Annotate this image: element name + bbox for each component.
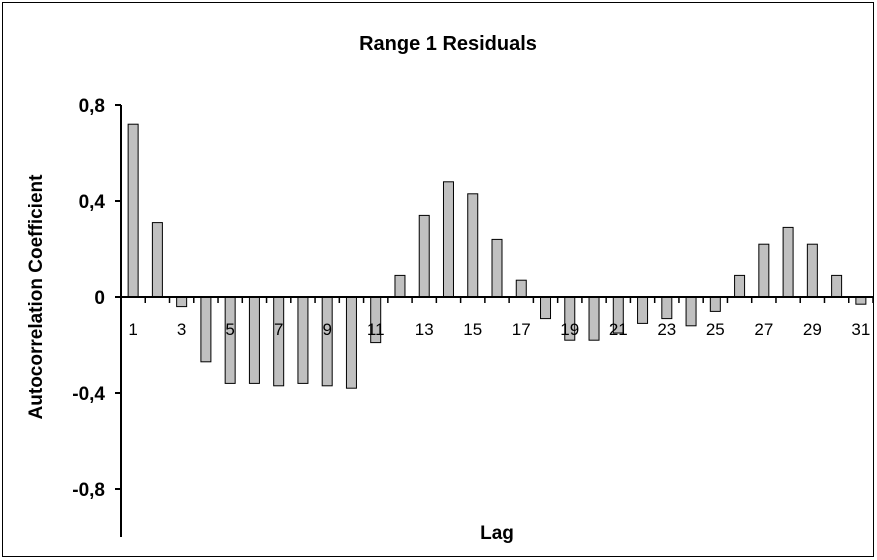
x-tick-label: 19 [560,320,579,339]
bar-lag-9 [321,296,333,387]
bar-lag-4 [200,296,212,363]
x-tick-label: 25 [706,320,725,339]
bar-lag-2 [151,222,163,298]
bar-lag-28 [782,226,794,298]
bar-lag-31 [855,296,867,305]
bar-lag-1 [127,123,139,298]
bar-lag-25 [709,296,721,312]
bar-lag-8 [297,296,309,384]
x-tick-label: 15 [463,320,482,339]
x-tick-label: 9 [322,320,331,339]
y-tick-label: 0,8 [79,96,105,117]
bar-lag-18 [540,296,552,320]
bar-lag-23 [661,296,673,320]
y-tick-label: 0,4 [79,192,106,213]
x-tick-label: 11 [367,320,385,339]
bar-lag-24 [685,296,697,327]
x-tick-label: 23 [657,320,676,339]
bar-lag-29 [806,243,818,298]
x-tick-label: 3 [177,320,186,339]
bar-lag-16 [491,238,503,298]
x-tick-label: 27 [754,320,773,339]
bar-lag-26 [734,274,746,298]
chart-title: Range 1 Residuals [359,33,537,55]
bar-lag-27 [758,243,770,298]
x-tick-label: 5 [225,320,234,339]
bar-lag-6 [248,296,260,384]
x-tick-label: 21 [609,320,628,339]
x-tick-label: 13 [415,320,434,339]
x-tick-label: 31 [851,320,870,339]
bar-lag-7 [273,296,285,387]
y-axis-title: Autocorrelation Coefficient [26,174,47,420]
x-tick-label: 7 [274,320,283,339]
bar-lag-10 [345,296,357,389]
bar-series [127,123,867,389]
y-axis: 0,8 0,4 0 -0,4 -0,8 [72,96,122,537]
y-tick-label: -0,8 [72,480,105,501]
bar-lag-22 [637,296,649,324]
bar-lag-20 [588,296,600,341]
bar-lag-30 [831,274,843,298]
x-tick-label: 1 [128,320,137,339]
bar-lag-3 [176,296,188,308]
bar-lag-17 [515,279,527,298]
y-tick-label: -0,4 [72,384,105,405]
x-tick-label: 17 [512,320,531,339]
x-axis: 1 3 5 7 9 11 13 15 17 19 21 23 25 27 29 31 [120,296,874,339]
bar-lag-13 [418,214,430,298]
bar-lag-14 [442,181,454,298]
bar-lag-12 [394,274,406,298]
x-tick-label: 29 [803,320,822,339]
bar-lag-15 [467,193,479,298]
y-tick-label: 0 [94,288,105,309]
bar-lag-5 [224,296,236,384]
x-axis-title: Lag [480,523,514,544]
